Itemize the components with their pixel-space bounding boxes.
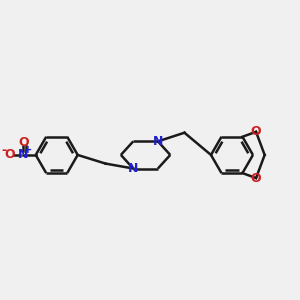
- Text: O: O: [251, 172, 261, 184]
- Text: O: O: [4, 148, 15, 161]
- Text: N: N: [18, 148, 28, 161]
- Text: N: N: [153, 135, 163, 148]
- Text: O: O: [18, 136, 29, 148]
- Text: O: O: [251, 125, 261, 138]
- Text: N: N: [128, 162, 138, 175]
- Text: +: +: [24, 145, 32, 154]
- Text: -: -: [2, 144, 7, 157]
